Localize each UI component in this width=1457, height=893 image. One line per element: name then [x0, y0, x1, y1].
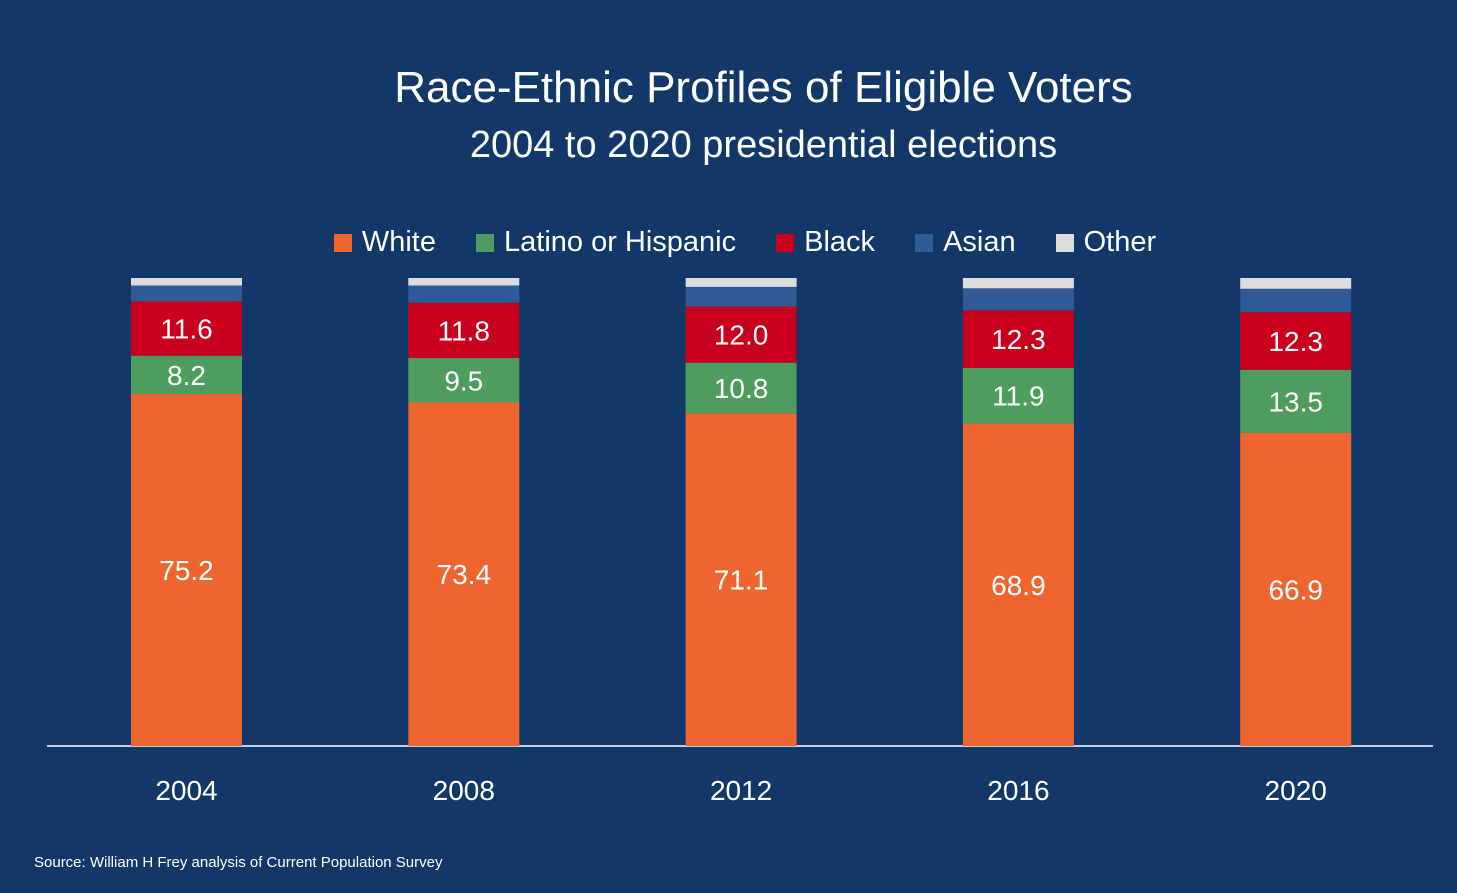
bar-segment-other-2004 [131, 278, 242, 286]
data-label-latino-or-hispanic-2008: 9.5 [444, 365, 483, 396]
x-tick-label-2016: 2016 [987, 775, 1049, 806]
data-label-white-2020: 66.9 [1268, 574, 1323, 605]
legend-item-black: Black [776, 226, 875, 259]
x-tick-label-2020: 2020 [1265, 775, 1327, 806]
data-label-latino-or-hispanic-2012: 10.8 [714, 373, 769, 404]
data-label-black-2016: 12.3 [991, 324, 1046, 355]
data-label-white-2004: 75.2 [159, 555, 214, 586]
data-label-latino-or-hispanic-2004: 8.2 [167, 360, 206, 391]
bar-segment-black-2020 [1240, 312, 1352, 370]
x-tick-label-2004: 2004 [155, 775, 217, 806]
bar-segment-black-2012 [685, 306, 797, 363]
data-label-white-2012: 71.1 [714, 565, 769, 596]
bar-segment-white-2020 [1240, 432, 1352, 746]
bar-segment-asian-2016 [962, 288, 1074, 311]
bar-segment-other-2012 [685, 278, 797, 287]
bar-segment-black-2004 [131, 301, 242, 356]
bar-segment-white-2004 [131, 394, 242, 746]
bar-segment-white-2008 [408, 402, 520, 746]
legend-swatch-black [776, 233, 795, 252]
legend-label-asian: Asian [943, 226, 1016, 258]
bar-segment-asian-2020 [1240, 288, 1352, 313]
bar-segment-asian-2012 [685, 286, 797, 307]
legend-swatch-white [333, 233, 352, 252]
bar-segment-latino-or-hispanic-2008 [408, 358, 520, 403]
bar-segment-black-2008 [408, 302, 520, 359]
data-label-black-2008: 11.8 [438, 315, 490, 346]
legend-item-white: White [333, 226, 436, 259]
bar-segment-latino-or-hispanic-2004 [131, 355, 242, 395]
x-tick-label-2012: 2012 [710, 775, 772, 806]
legend-label-latino: Latino or Hispanic [504, 226, 737, 258]
legend-item-other: Other [1055, 226, 1157, 259]
source-note: Source: William H Frey analysis of Curre… [34, 854, 443, 871]
bar-segment-white-2012 [685, 413, 797, 746]
data-label-black-2012: 12.0 [714, 320, 769, 351]
bar-segment-white-2016 [962, 423, 1074, 746]
data-label-black-2020: 12.3 [1268, 326, 1323, 357]
legend: White Latino or Hispanic Black Asian Oth… [0, 226, 1457, 259]
data-label-black-2004: 11.6 [160, 314, 212, 345]
bar-segment-other-2016 [962, 278, 1074, 289]
bar-segment-latino-or-hispanic-2012 [685, 362, 797, 414]
legend-label-black: Black [804, 226, 876, 258]
legend-swatch-latino [476, 233, 494, 252]
legend-item-latino: Latino or Hispanic [476, 226, 736, 259]
legend-swatch-other [1055, 233, 1074, 252]
data-label-white-2008: 73.4 [437, 559, 492, 590]
x-tick-label-2008: 2008 [433, 775, 495, 806]
legend-label-other: Other [1083, 226, 1157, 258]
bar-segment-latino-or-hispanic-2016 [962, 367, 1074, 424]
data-label-latino-or-hispanic-2020: 13.5 [1268, 386, 1323, 417]
bar-segment-other-2008 [408, 278, 520, 286]
bar-segment-asian-2008 [408, 285, 520, 303]
bar-segment-black-2016 [962, 310, 1074, 368]
legend-item-asian: Asian [915, 226, 1016, 259]
chart-title: Race-Ethnic Profiles of Eligible Voters [394, 63, 1133, 112]
data-label-latino-or-hispanic-2016: 11.9 [992, 381, 1044, 412]
legend-label-white: White [361, 226, 436, 258]
chart-subtitle: 2004 to 2020 presidential elections [469, 124, 1058, 166]
bar-segment-latino-or-hispanic-2020 [1240, 369, 1352, 433]
bar-segment-asian-2004 [131, 285, 242, 302]
bar-segment-other-2020 [1240, 278, 1352, 289]
legend-swatch-asian [915, 233, 934, 252]
data-label-white-2016: 68.9 [991, 570, 1046, 601]
